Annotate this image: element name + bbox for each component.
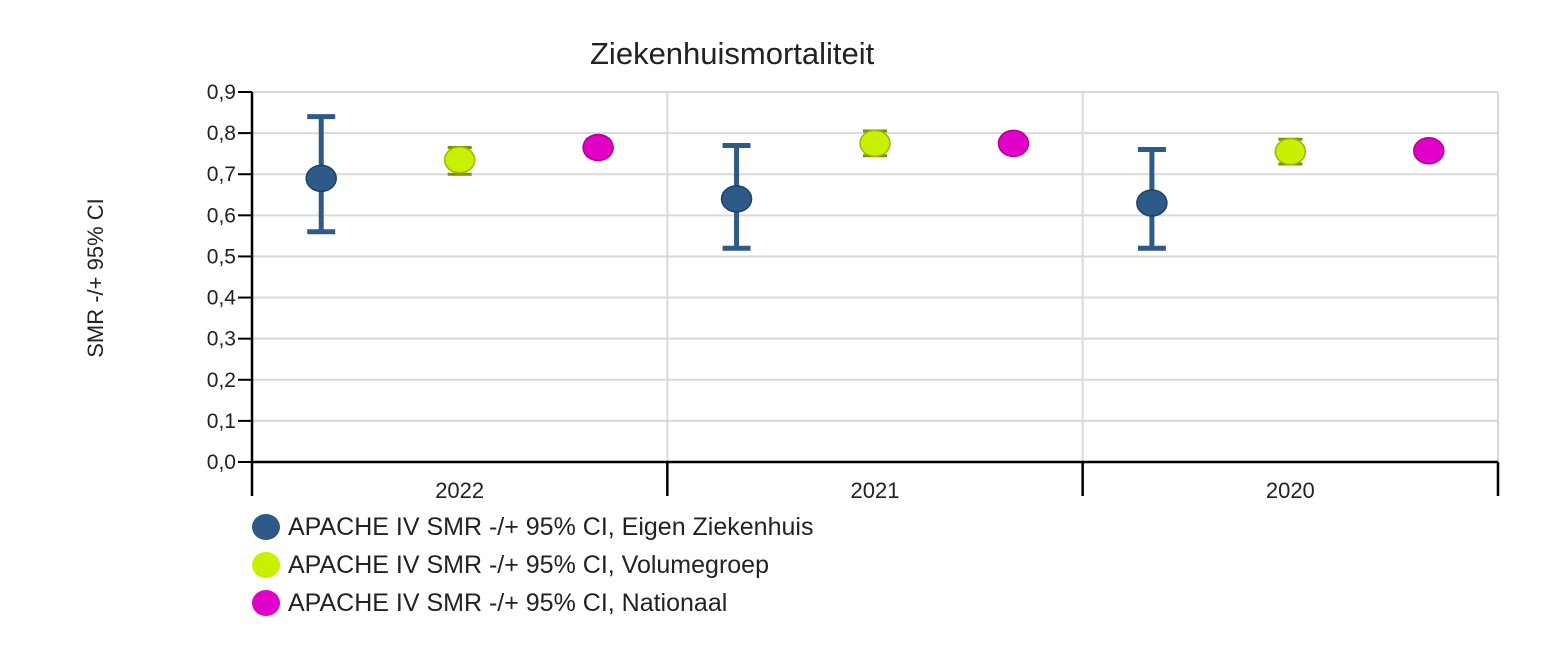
legend-label: APACHE IV SMR -/+ 95% CI, Nationaal [288,588,728,617]
data-point [997,129,1030,158]
legend-item: APACHE IV SMR -/+ 95% CI, Volumegroep [252,546,813,584]
y-tick-label: 0,8 [207,122,236,145]
y-tick-label: 0,2 [207,369,236,392]
legend-label: APACHE IV SMR -/+ 95% CI, Volumegroep [288,550,769,579]
legend-label: APACHE IV SMR -/+ 95% CI, Eigen Ziekenhu… [288,512,814,541]
y-tick-label: 0,9 [207,81,236,104]
x-tick-label: 2020 [1266,478,1315,503]
y-tick-label: 0,5 [207,245,236,268]
y-tick-label: 0,1 [207,410,236,433]
legend-marker [252,552,280,578]
x-tick-label: 2022 [435,478,484,503]
data-point [1136,189,1168,217]
chart-title: Ziekenhuismortaliteit [590,36,875,71]
y-tick-label: 0,0 [207,451,236,474]
data-point [305,164,337,193]
y-tick-label: 0,4 [207,287,237,310]
data-point [720,185,753,213]
x-tick-label: 2021 [851,478,900,503]
data-point [582,133,614,162]
legend-item: APACHE IV SMR -/+ 95% CI, Nationaal [252,584,813,622]
data-point [859,129,891,158]
data-point [1413,137,1445,165]
legend-item: APACHE IV SMR -/+ 95% CI, Eigen Ziekenhu… [252,508,813,546]
legend-marker [252,590,280,616]
legend: APACHE IV SMR -/+ 95% CI, Eigen Ziekenhu… [252,508,813,622]
legend-marker [252,514,280,540]
data-point [443,146,476,174]
y-tick-label: 0,7 [207,163,236,186]
y-tick-label: 0,3 [207,328,236,351]
y-tick-label: 0,6 [207,204,236,227]
data-point [1274,137,1307,166]
